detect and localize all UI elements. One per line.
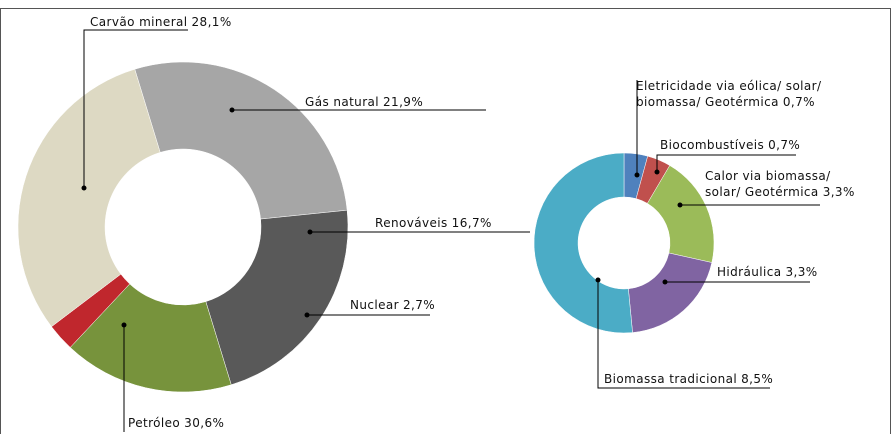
category-name: Carvão mineral bbox=[90, 15, 188, 29]
slice-label: Gás natural 21,9% bbox=[305, 94, 423, 110]
slice-label: Carvão mineral 28,1% bbox=[90, 14, 232, 30]
value-label: 21,9% bbox=[383, 95, 424, 109]
slice-label: Calor via biomassa/ solar/ Geotérmica 3,3… bbox=[705, 168, 855, 200]
category-name: Petróleo bbox=[128, 416, 181, 430]
leader-line bbox=[656, 154, 796, 172]
category-name: Calor via biomassa/ solar/ Geotérmica bbox=[705, 169, 831, 199]
value-label: 2,7% bbox=[402, 298, 436, 312]
donut-slice bbox=[69, 283, 232, 393]
slice-label: Biocombustíveis 0,7% bbox=[660, 137, 800, 153]
slice-label: Hidráulica 3,3% bbox=[717, 264, 818, 280]
category-name: Hidráulica bbox=[717, 265, 782, 279]
slice-label: Eletricidade via eólica/ solar/ biomassa… bbox=[636, 78, 851, 110]
leader-dot bbox=[595, 277, 601, 283]
value-label: 0,7% bbox=[768, 138, 801, 152]
category-name: Eletricidade via eólica/ solar/ biomassa… bbox=[636, 79, 822, 109]
leader-dot bbox=[654, 169, 660, 175]
leader-dot bbox=[229, 107, 235, 113]
slice-label: Nuclear 2,7% bbox=[350, 297, 435, 313]
donut-slice bbox=[205, 209, 349, 386]
leader-dot bbox=[677, 202, 683, 208]
value-label: 3,3% bbox=[785, 265, 818, 279]
value-label: 16,7% bbox=[451, 216, 492, 230]
slice-label: Petróleo 30,6% bbox=[128, 415, 224, 431]
category-name: Biomassa tradicional bbox=[604, 372, 738, 386]
leader-line bbox=[597, 280, 770, 389]
value-label: 30,6% bbox=[184, 416, 225, 430]
category-name: Renováveis bbox=[375, 216, 448, 230]
category-name: Nuclear bbox=[350, 298, 399, 312]
leader-dot bbox=[634, 172, 640, 178]
donut-slice bbox=[628, 252, 713, 333]
leader-dot bbox=[121, 322, 127, 328]
donut-slice bbox=[134, 61, 348, 220]
value-label: 3,3% bbox=[822, 185, 855, 199]
leader-dot bbox=[304, 312, 310, 318]
leader-line bbox=[83, 29, 188, 188]
frame bbox=[0, 8, 891, 434]
value-label: 28,1% bbox=[191, 15, 232, 29]
leader-dot bbox=[81, 185, 87, 191]
slice-label: Renováveis 16,7% bbox=[375, 215, 492, 231]
category-name: Biocombustíveis bbox=[660, 138, 765, 152]
category-name: Gás natural bbox=[305, 95, 380, 109]
leader-dot bbox=[662, 279, 668, 285]
leader-dot bbox=[307, 229, 313, 235]
donut-slice bbox=[17, 68, 161, 328]
slice-label: Biomassa tradicional 8,5% bbox=[604, 371, 773, 387]
value-label: 0,7% bbox=[782, 95, 815, 109]
value-label: 8,5% bbox=[741, 372, 774, 386]
donut-slice bbox=[533, 152, 633, 334]
